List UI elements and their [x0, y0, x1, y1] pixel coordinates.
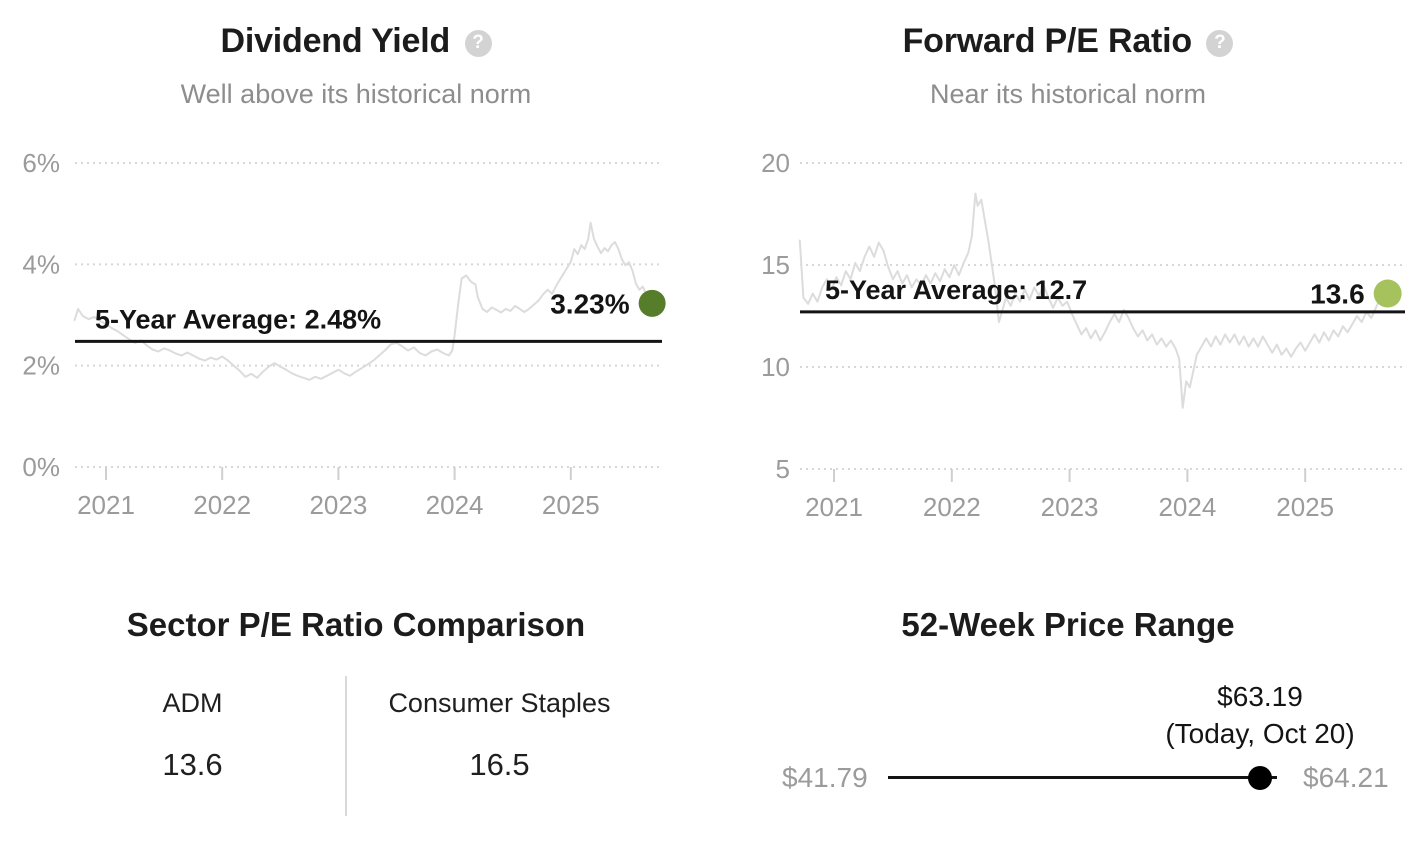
comparison-column-adm: ADM 13.6: [40, 690, 345, 816]
adm-label: ADM: [162, 688, 223, 718]
price-range-track: [888, 776, 1277, 779]
x-axis-tick-label: 2023: [309, 490, 367, 520]
sector-comparison-row: ADM 13.6 Consumer Staples 16.5: [40, 676, 652, 816]
series-line: [798, 192, 1389, 409]
current-price-value: $63.19: [1217, 681, 1303, 712]
dividend-yield-title: Dividend Yield: [220, 22, 451, 60]
sector-comparison-title: Sector P/E Ratio Comparison: [126, 606, 586, 643]
y-axis-tick-label: 10: [761, 352, 790, 382]
y-axis-tick-label: 20: [761, 148, 790, 178]
forward-pe-title-row: Forward P/E Ratio ?: [712, 22, 1424, 61]
x-axis-tick-label: 2023: [1041, 492, 1099, 522]
current-value-label: 13.6: [1310, 279, 1365, 310]
y-axis-tick-label: 6%: [22, 148, 60, 178]
y-axis-tick-label: 4%: [22, 249, 60, 279]
consumer-staples-pe-value: 16.5: [469, 747, 530, 782]
dividend-yield-chart: 6% 4% 2% 0% 2021 2022 2023 2024 2025 5-Year Avera…: [22, 148, 666, 520]
x-axis-tick-label: 2022: [923, 492, 981, 522]
current-value-dot: [1373, 279, 1402, 308]
dividend-yield-title-row: Dividend Yield ?: [0, 22, 712, 61]
x-axis-tick-label: 2025: [1276, 492, 1334, 522]
x-axis-tick-label: 2021: [805, 492, 863, 522]
y-axis-tick-label: 0%: [22, 452, 60, 482]
forward-pe-title: Forward P/E Ratio: [902, 22, 1193, 60]
help-icon[interactable]: ?: [464, 29, 492, 57]
help-icon[interactable]: ?: [1206, 29, 1234, 57]
dividend-yield-subtitle: Well above its historical norm: [180, 79, 532, 109]
x-axis-tick-label: 2021: [77, 490, 135, 520]
vertical-divider: [345, 676, 347, 816]
comparison-column-sector: Consumer Staples 16.5: [347, 690, 652, 816]
current-price-callout: $63.19 (Today, Oct 20): [1165, 678, 1354, 752]
series-line: [73, 221, 654, 381]
current-price-dot: [1248, 766, 1272, 790]
price-range-title: 52-Week Price Range: [901, 606, 1235, 643]
consumer-staples-label: Consumer Staples: [388, 688, 611, 718]
x-axis-tick-label: 2025: [542, 490, 600, 520]
price-range-card: 52-Week Price Range $63.19 (Today, Oct 2…: [712, 560, 1424, 846]
average-label: 5-Year Average: 2.48%: [95, 304, 381, 334]
y-axis-tick-label: 15: [761, 250, 790, 280]
range-high-label: $64.21: [1303, 762, 1389, 793]
current-value-label: 3.23%: [550, 288, 629, 319]
current-price-date: (Today, Oct 20): [1165, 718, 1355, 750]
forward-pe-chart: 20 15 10 5 2021 2022 2023 2024 2025 5-Year Averag…: [761, 148, 1405, 522]
y-axis-tick-label: 2%: [22, 351, 60, 381]
adm-pe-value: 13.6: [162, 747, 223, 782]
x-axis-tick-label: 2022: [193, 490, 251, 520]
sector-comparison-card: Sector P/E Ratio Comparison ADM 13.6 Con…: [0, 560, 712, 846]
forward-pe-subtitle: Near its historical norm: [929, 79, 1207, 109]
range-low-label: $41.79: [782, 762, 868, 793]
x-axis-tick-label: 2024: [1158, 492, 1216, 522]
forward-pe-card: Forward P/E Ratio ? Near its historical …: [712, 0, 1424, 560]
y-axis-tick-label: 5: [776, 454, 790, 484]
dividend-yield-card: Dividend Yield ? Well above its historic…: [0, 0, 712, 560]
average-label: 5-Year Average: 12.7: [825, 275, 1087, 305]
x-axis-tick-label: 2024: [426, 490, 484, 520]
current-value-dot: [638, 289, 666, 317]
